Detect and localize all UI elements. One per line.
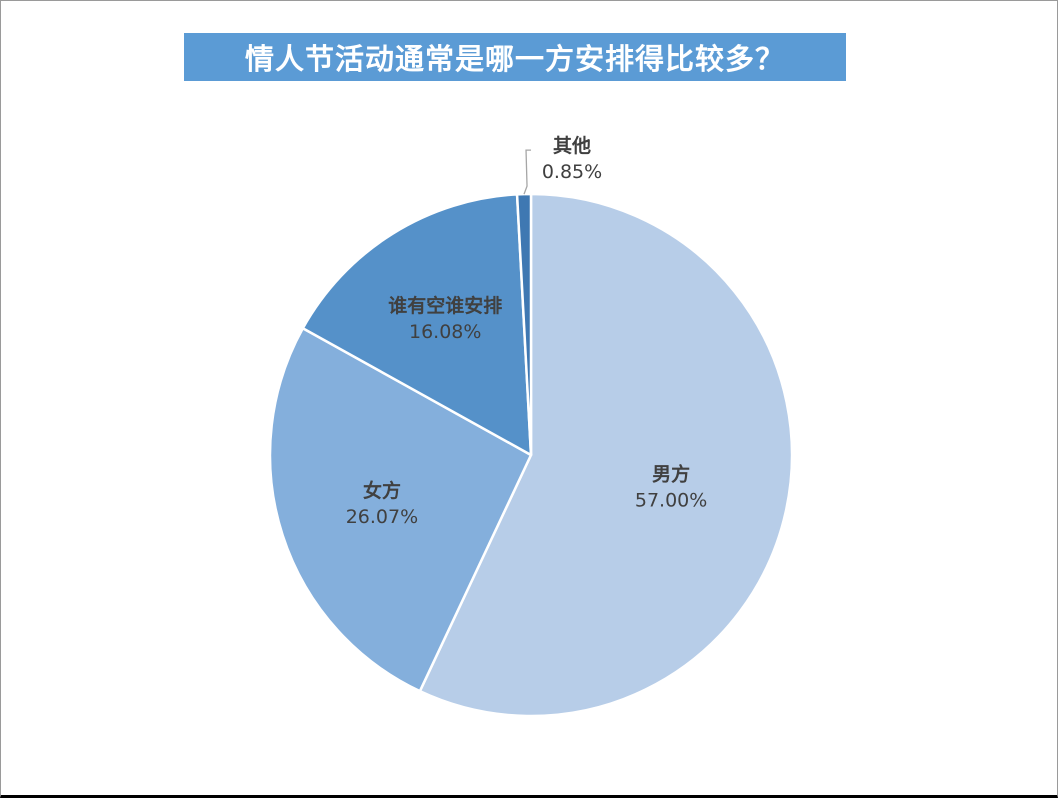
slice-category-label: 谁有空谁安排 [388, 294, 502, 317]
slice-value-label: 16.08% [409, 321, 481, 343]
slice-category-label: 其他 [553, 134, 591, 157]
slice-value-label: 26.07% [346, 506, 418, 528]
slice-value-label: 0.85% [542, 161, 602, 183]
slice-category-label: 男方 [652, 462, 690, 485]
chart-title-box: 情人节活动通常是哪一方安排得比较多？ [184, 33, 846, 81]
slice-value-label: 57.00% [635, 489, 707, 511]
pie-slice-3 [301, 193, 533, 457]
slice-labels: 男方 57.00% 女方 26.07% 谁有空谁安排 16.08% 其他 0.85% [346, 134, 708, 528]
leader-line-4 [523, 149, 532, 195]
chart-title: 情人节活动通常是哪一方安排得比较多？ [244, 42, 785, 76]
leader-lines [523, 149, 532, 195]
pie-slice-1 [418, 192, 794, 718]
pie-slices [268, 192, 794, 718]
slice-category-label: 女方 [363, 479, 401, 502]
